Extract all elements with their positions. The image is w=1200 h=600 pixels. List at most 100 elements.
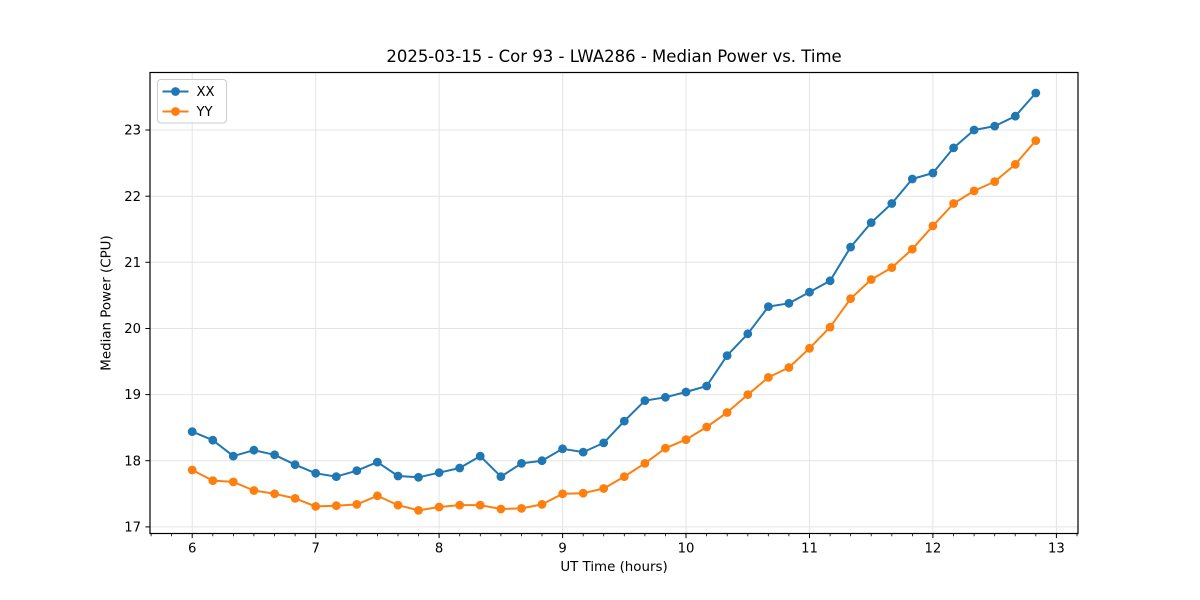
data-point <box>517 504 526 513</box>
data-point <box>784 298 794 308</box>
data-point <box>887 263 897 272</box>
data-point <box>846 294 855 304</box>
data-point <box>661 392 670 402</box>
x-tick-label: 8 <box>435 541 443 556</box>
data-point <box>846 242 855 252</box>
data-point <box>640 396 650 405</box>
data-point <box>722 351 732 360</box>
data-point <box>352 500 362 509</box>
data-point <box>661 443 670 453</box>
data-point <box>270 450 279 460</box>
data-point <box>208 476 218 485</box>
data-point <box>969 186 979 196</box>
data-point <box>290 494 300 503</box>
data-point <box>743 390 753 399</box>
data-point <box>722 408 732 417</box>
data-point <box>290 460 300 470</box>
legend-item-xx: XX <box>162 85 215 100</box>
data-point <box>907 174 917 184</box>
data-point <box>681 387 691 397</box>
data-point <box>331 501 341 511</box>
data-point <box>352 466 362 476</box>
data-point <box>681 435 691 444</box>
data-point <box>599 484 609 493</box>
data-point <box>187 465 197 475</box>
data-point <box>373 457 382 467</box>
data-point <box>866 275 876 284</box>
data-point <box>866 218 876 228</box>
data-point <box>249 445 259 455</box>
x-tick-label: 6 <box>188 541 196 556</box>
data-point <box>558 489 567 499</box>
data-point <box>578 488 588 498</box>
data-point <box>373 491 382 501</box>
legend-marker <box>171 87 180 96</box>
data-point <box>496 472 506 481</box>
data-point <box>640 459 650 468</box>
y-tick-label: 18 <box>124 454 141 469</box>
data-point <box>764 302 773 311</box>
legend-marker <box>171 107 180 116</box>
data-point <box>228 451 238 461</box>
data-point <box>434 468 444 478</box>
data-point <box>537 500 547 509</box>
data-point <box>475 451 485 461</box>
data-point <box>969 125 979 135</box>
data-point <box>825 276 835 286</box>
data-point <box>805 287 814 297</box>
y-tick-label: 19 <box>124 388 141 403</box>
chart-title: 2025-03-15 - Cor 93 - LWA286 - Median Po… <box>386 47 842 66</box>
data-point <box>619 416 629 426</box>
data-point <box>496 504 506 514</box>
series-yy <box>187 136 1041 515</box>
data-point <box>187 427 197 436</box>
x-tick-label: 10 <box>678 541 695 556</box>
data-point <box>702 381 712 391</box>
data-point <box>455 463 465 473</box>
y-tick-label: 22 <box>124 190 141 205</box>
data-point <box>537 456 547 466</box>
data-point <box>990 121 1000 131</box>
series-xx-line <box>191 92 1037 479</box>
data-point <box>949 143 958 153</box>
legend-frame <box>157 79 227 124</box>
data-point <box>434 502 444 512</box>
y-tick-label: 21 <box>124 256 141 271</box>
data-point <box>619 472 629 481</box>
data-point <box>1031 88 1041 98</box>
data-point <box>990 177 1000 187</box>
data-point <box>208 435 218 445</box>
data-point <box>455 500 465 510</box>
x-tick-label: 9 <box>558 541 566 556</box>
data-point <box>743 329 753 339</box>
data-point <box>393 471 403 481</box>
data-point <box>414 472 423 482</box>
legend-item-yy: YY <box>162 105 214 120</box>
data-point <box>702 422 712 432</box>
data-point <box>311 468 321 478</box>
data-point <box>599 438 609 448</box>
x-axis: 6 7 8 9 10 11 12 13 <box>188 533 1065 556</box>
y-tick-label: 17 <box>124 521 141 536</box>
x-axis-label: UT Time (hours) <box>560 560 668 575</box>
legend-label: YY <box>196 105 214 120</box>
data-point <box>414 506 423 515</box>
data-point <box>907 244 917 254</box>
data-point <box>805 343 814 353</box>
data-point <box>1031 136 1041 146</box>
data-point <box>331 472 341 481</box>
data-point <box>1010 111 1020 121</box>
x-tick-label: 11 <box>801 541 818 556</box>
plot-border <box>149 71 1079 535</box>
data-point <box>249 486 259 495</box>
legend: XX YY <box>157 79 227 124</box>
data-point <box>887 199 897 208</box>
data-point <box>578 447 588 457</box>
data-point <box>928 168 938 178</box>
data-point <box>949 199 958 208</box>
data-point <box>1010 160 1020 169</box>
data-point <box>311 502 321 511</box>
x-tick-label: 12 <box>925 541 942 556</box>
x-tick-label: 7 <box>312 541 320 556</box>
